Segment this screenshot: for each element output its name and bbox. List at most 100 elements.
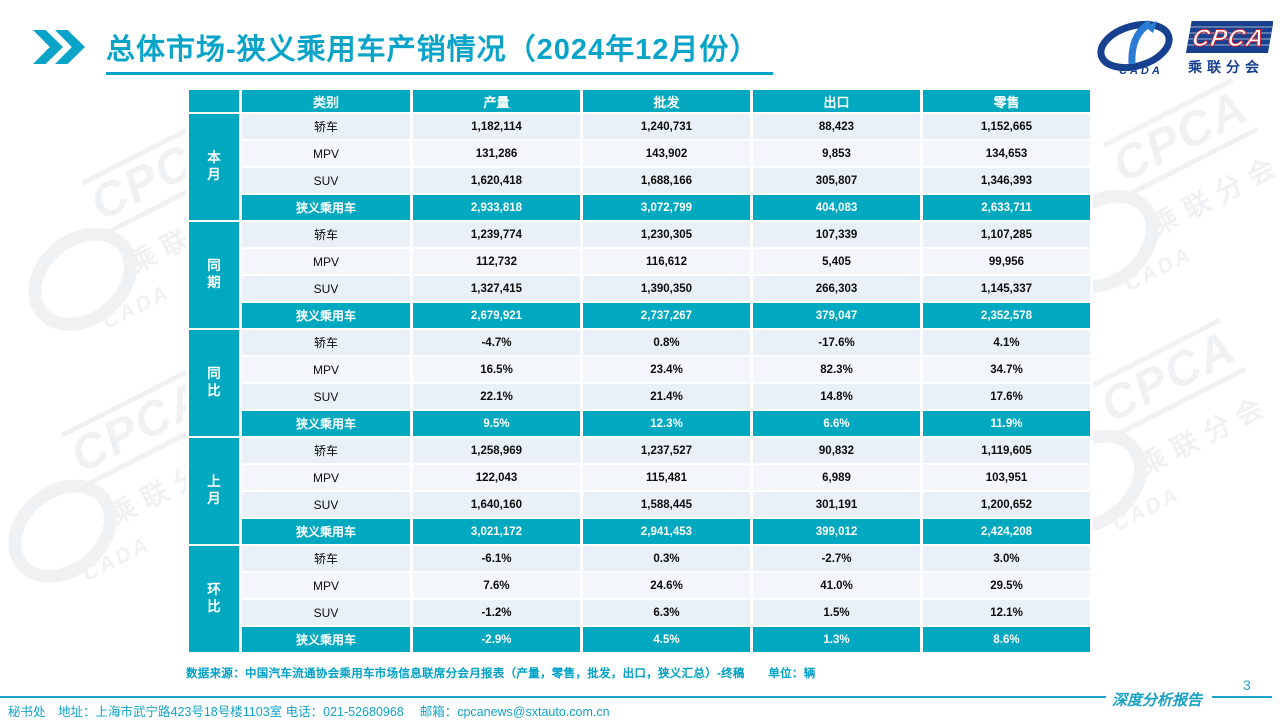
value-cell: 6,989 (753, 465, 920, 490)
table-row: 同 比轿车 -4.7% 0.8% -17.6% 4.1% (189, 330, 1090, 436)
table-row: SUV 1,327,415 1,390,350 266,303 1,145,337 (189, 276, 1090, 301)
category-cell: 轿车 (242, 222, 410, 247)
summary-label-cell: 狭义乘用车 (242, 519, 410, 544)
value-cell: 1,182,114 (413, 114, 580, 139)
summary-value-cell: 4.5% (583, 627, 750, 652)
value-cell: -17.6% (753, 330, 920, 355)
value-cell: 131,286 (413, 141, 580, 166)
value-cell: 21.4% (583, 384, 750, 409)
value-cell: 99,956 (923, 249, 1090, 274)
value-cell: 17.6% (923, 384, 1090, 409)
category-cell: SUV (242, 492, 410, 517)
value-cell: 12.1% (923, 600, 1090, 625)
header-row: 类别 产量 批发 出口 零售 (189, 90, 1090, 112)
summary-value-cell: 11.9% (923, 411, 1090, 436)
category-cell: SUV (242, 600, 410, 625)
svg-text:乘联分会: 乘联分会 (1187, 59, 1264, 75)
category-cell: 轿车 (242, 330, 410, 355)
summary-value-cell: 9.5% (413, 411, 580, 436)
category-cell: 轿车 (242, 438, 410, 463)
summary-label-cell: 狭义乘用车 (242, 303, 410, 328)
footer-rule-right (1212, 696, 1272, 698)
table-row: 本 月轿车 1,182,114 1,240,731 88,423 1,152,665 (189, 114, 1090, 220)
table-body: 类别 产量 批发 出口 零售本 月轿车 1,182,114 1,240,731 88,423 1… (189, 90, 1090, 652)
page-title: 总体市场-狭义乘用车产销情况（2024年12月份） (106, 26, 774, 75)
value-cell: 122,043 (413, 465, 580, 490)
category-cell: SUV (242, 384, 410, 409)
value-cell: 9,853 (753, 141, 920, 166)
category-cell: MPV (242, 249, 410, 274)
column-header: 零售 (923, 90, 1090, 112)
summary-value-cell: 2,941,453 (583, 519, 750, 544)
value-cell: 0.3% (583, 546, 750, 571)
value-cell: 107,339 (753, 222, 920, 247)
row-group-label: 环 比 (189, 546, 239, 652)
summary-value-cell: 3,021,172 (413, 519, 580, 544)
category-cell: MPV (242, 465, 410, 490)
column-header: 产量 (413, 90, 580, 112)
summary-label-cell: 狭义乘用车 (242, 627, 410, 652)
value-cell: 1,240,731 (583, 114, 750, 139)
summary-value-cell: 404,083 (753, 195, 920, 220)
value-cell: 1,390,350 (583, 276, 750, 301)
value-cell: -4.7% (413, 330, 580, 355)
value-cell: 90,832 (753, 438, 920, 463)
table-row: SUV -1.2% 6.3% 1.5% 12.1% (189, 600, 1090, 625)
summary-value-cell: 2,352,578 (923, 303, 1090, 328)
row-group-label: 本 月 (189, 114, 239, 220)
summary-value-cell: 399,012 (753, 519, 920, 544)
chevron-right-icon (33, 30, 63, 64)
table-row: MPV 131,286 143,902 9,853 134,653 (189, 141, 1090, 166)
summary-value-cell: -2.9% (413, 627, 580, 652)
summary-value-cell: 6.6% (753, 411, 920, 436)
summary-label-cell: 狭义乘用车 (242, 195, 410, 220)
summary-value-cell: 379,047 (753, 303, 920, 328)
value-cell: 7.6% (413, 573, 580, 598)
category-cell: MPV (242, 573, 410, 598)
value-cell: 301,191 (753, 492, 920, 517)
summary-value-cell: 2,424,208 (923, 519, 1090, 544)
value-cell: 88,423 (753, 114, 920, 139)
value-cell: 22.1% (413, 384, 580, 409)
summary-row: 狭义乘用车 -2.9% 4.5% 1.3% 8.6% (189, 627, 1090, 652)
table-row: 同 期轿车 1,239,774 1,230,305 107,339 1,107,285 (189, 222, 1090, 328)
summary-row: 狭义乘用车 3,021,172 2,941,453 399,012 2,424,208 (189, 519, 1090, 544)
cada-watermark-text: CADA (98, 280, 175, 334)
value-cell: 1,239,774 (413, 222, 580, 247)
value-cell: 1,258,969 (413, 438, 580, 463)
summary-value-cell: 2,633,711 (923, 195, 1090, 220)
value-cell: 29.5% (923, 573, 1090, 598)
value-cell: -6.1% (413, 546, 580, 571)
value-cell: 16.5% (413, 357, 580, 382)
value-cell: 1.5% (753, 600, 920, 625)
column-header: 批发 (583, 90, 750, 112)
value-cell: 1,237,527 (583, 438, 750, 463)
value-cell: 115,481 (583, 465, 750, 490)
cada-ellipse-logo-watermark (7, 206, 158, 353)
value-cell: 1,346,393 (923, 168, 1090, 193)
summary-value-cell: 3,072,799 (583, 195, 750, 220)
value-cell: 24.6% (583, 573, 750, 598)
category-cell: SUV (242, 276, 410, 301)
value-cell: 14.8% (753, 384, 920, 409)
cpca-watermark-subtitle: 乘联分会 (1145, 149, 1280, 242)
value-cell: 1,688,166 (583, 168, 750, 193)
value-cell: 1,588,445 (583, 492, 750, 517)
value-cell: 5,405 (753, 249, 920, 274)
column-header: 出口 (753, 90, 920, 112)
table-row: SUV 22.1% 21.4% 14.8% 17.6% (189, 384, 1090, 409)
page-number: 3 (1243, 677, 1251, 693)
summary-label-cell: 狭义乘用车 (242, 411, 410, 436)
category-cell: MPV (242, 357, 410, 382)
value-cell: 1,107,285 (923, 222, 1090, 247)
value-cell: 41.0% (753, 573, 920, 598)
value-cell: 134,653 (923, 141, 1090, 166)
value-cell: 1,145,337 (923, 276, 1090, 301)
cada-watermark-text: CADA (1108, 482, 1185, 536)
value-cell: 1,200,652 (923, 492, 1090, 517)
value-cell: 1,620,418 (413, 168, 580, 193)
cada-watermark-text: CADA (1120, 242, 1197, 296)
summary-value-cell: 1.3% (753, 627, 920, 652)
value-cell: 82.3% (753, 357, 920, 382)
summary-row: 狭义乘用车 9.5% 12.3% 6.6% 11.9% (189, 411, 1090, 436)
